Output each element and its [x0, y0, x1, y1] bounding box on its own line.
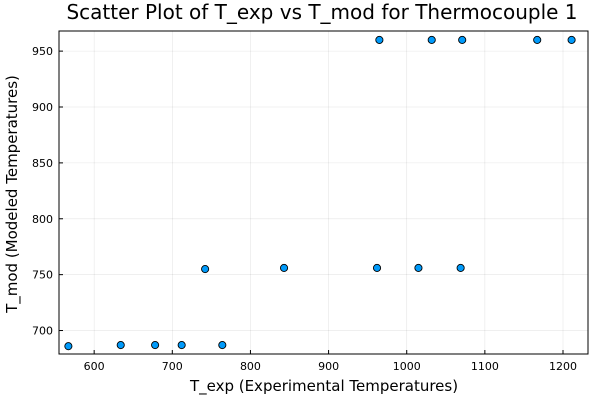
x-tick-labels: 600 700 800 900 1000 1100 1200 [84, 360, 577, 373]
chart-title: Scatter Plot of T_exp vs T_mod for Therm… [66, 0, 577, 24]
y-tick-label: 700 [32, 325, 53, 338]
data-point [201, 265, 210, 274]
data-point [177, 341, 186, 350]
data-point [116, 341, 125, 350]
x-tick-label: 1200 [549, 360, 577, 373]
x-tick-label: 1100 [471, 360, 499, 373]
data-point [567, 35, 576, 44]
x-axis-label: T_exp (Experimental Temperatures) [189, 377, 458, 396]
y-axis-label: T_mod (Modeled Temperatures) [3, 75, 22, 314]
data-point [533, 35, 542, 44]
data-point [456, 263, 465, 272]
data-point [427, 35, 436, 44]
y-tick-label: 800 [32, 213, 53, 226]
y-tick-label: 950 [32, 45, 53, 58]
x-tick-label: 1000 [393, 360, 421, 373]
x-tick-label: 700 [162, 360, 183, 373]
data-point [414, 263, 423, 272]
data-points [64, 35, 576, 351]
y-tick-label: 850 [32, 157, 53, 170]
grid-lines [59, 31, 588, 354]
y-tick-label: 750 [32, 269, 53, 282]
y-tick-label: 900 [32, 101, 53, 114]
data-point [64, 342, 73, 351]
x-tick-label: 600 [84, 360, 105, 373]
x-tick-label: 800 [240, 360, 261, 373]
plot-frame [58, 30, 589, 355]
axis-ticks [59, 50, 564, 354]
x-tick-label: 900 [318, 360, 339, 373]
data-point [375, 35, 384, 44]
data-point [279, 263, 289, 272]
y-tick-labels: 700 750 800 850 900 950 [32, 45, 53, 337]
data-point [372, 263, 382, 272]
data-point [151, 341, 160, 350]
data-point [218, 341, 227, 350]
data-point [458, 35, 467, 44]
